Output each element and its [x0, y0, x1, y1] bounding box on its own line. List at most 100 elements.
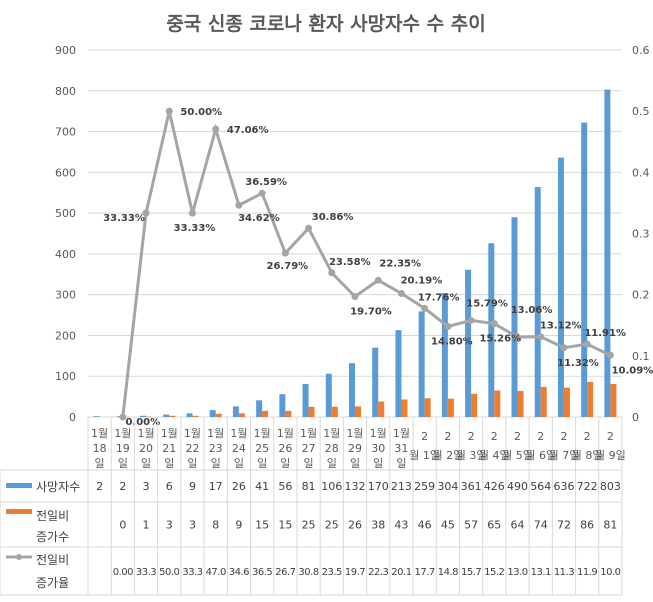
line-point [514, 333, 522, 341]
data-label: 33.33% [103, 213, 145, 224]
category-label: 20 [139, 442, 153, 455]
bar-deaths [186, 413, 193, 417]
data-label: 13.12% [540, 321, 582, 332]
category-label: 일 [350, 456, 360, 470]
category-label: 1월 [91, 427, 108, 440]
data-label: 26.79% [267, 261, 309, 272]
left-axis-tick: 200 [55, 329, 76, 342]
data-label: 47.06% [227, 125, 269, 136]
legend-label: 전일비 [36, 553, 69, 567]
table-cell: 11.9 [577, 567, 597, 578]
category-label: 1월 [346, 427, 363, 440]
bar-deaths [349, 363, 355, 417]
line-point [467, 316, 475, 324]
table-cell: 17 [209, 480, 223, 493]
category-label: 1월 [184, 427, 201, 440]
line-point [444, 322, 452, 330]
bar-daily-increase [331, 406, 338, 417]
category-label: 월 1일 [409, 448, 440, 462]
data-label: 10.09% [612, 365, 653, 376]
table-cell: 564 [530, 480, 551, 493]
category-label: 일 [164, 456, 174, 470]
table-cell: 26 [348, 519, 362, 532]
table-cell: 0 [119, 519, 126, 532]
table-cell: 9 [189, 480, 196, 493]
bar-daily-increase [494, 390, 501, 417]
table-cell: 13.0 [507, 567, 527, 578]
category-label: 24 [232, 442, 246, 455]
bar-deaths [279, 394, 286, 417]
table-cell: 3 [166, 519, 173, 532]
left-axis-tick: 900 [55, 44, 76, 57]
category-label: 일 [211, 456, 221, 470]
table-cell: 47.0 [206, 567, 226, 578]
bar-deaths [534, 187, 541, 417]
category-label: 월 8일 [572, 448, 603, 462]
left-axis-tick: 100 [55, 370, 76, 383]
category-label: 일 [327, 456, 337, 470]
table-cell: 72 [557, 519, 571, 532]
left-axis-tick: 600 [55, 166, 76, 179]
line-point [142, 209, 150, 217]
line-point [258, 189, 266, 197]
table-cell: 636 [553, 480, 574, 493]
data-label: 17.76% [418, 292, 460, 303]
category-label: 30 [371, 442, 385, 455]
category-label: 2 [514, 430, 521, 443]
category-label: 2 [491, 430, 498, 443]
table-cell: 213 [391, 480, 412, 493]
category-label: 월 2일 [432, 448, 463, 462]
category-label: 월 7일 [549, 448, 580, 462]
category-label: 월 3일 [456, 448, 487, 462]
table-cell: 25 [302, 519, 316, 532]
line-point [537, 333, 545, 341]
category-label: 일 [304, 456, 314, 470]
category-label: 1월 [161, 427, 178, 440]
bar-daily-increase [238, 413, 245, 417]
table-cell: 20.1 [391, 567, 411, 578]
bar-daily-increase [563, 387, 570, 417]
data-label: 15.26% [479, 334, 521, 345]
category-label: 2 [584, 430, 591, 443]
left-axis-tick: 0 [69, 411, 76, 424]
right-axis-tick: 0.3 [632, 228, 650, 241]
table-cell: 15.7 [461, 567, 481, 578]
table-cell: 36.5 [252, 567, 272, 578]
legend-label: 사망자수 [36, 480, 80, 494]
table-cell: 11.3 [554, 567, 574, 578]
table-cell: 170 [368, 480, 389, 493]
left-axis-tick: 800 [55, 85, 76, 98]
table-cell: 6 [166, 480, 173, 493]
bar-daily-increase [308, 406, 315, 417]
line-point [421, 304, 429, 312]
data-label: 50.00% [180, 107, 222, 118]
bar-daily-increase [378, 401, 385, 417]
bar-daily-increase [610, 383, 617, 417]
line-point [235, 201, 243, 209]
data-label: 0.00% [125, 417, 160, 428]
bar-daily-increase [355, 406, 361, 417]
category-label: 일 [187, 456, 197, 470]
line-point [119, 413, 127, 421]
table-cell: 57 [464, 519, 478, 532]
bar-daily-increase [262, 410, 269, 417]
table-cell: 22.3 [368, 567, 388, 578]
table-cell: 50.0 [159, 567, 179, 578]
category-label: 월 4일 [479, 448, 510, 462]
left-axis-tick: 300 [55, 289, 76, 302]
bar-deaths [604, 89, 611, 417]
table-cell: 33.3 [182, 567, 202, 578]
data-label: 11.91% [584, 328, 626, 339]
table-cell: 304 [437, 480, 458, 493]
table-cell: 81 [302, 480, 316, 493]
table-cell: 10.0 [600, 567, 620, 578]
category-label: 일 [95, 456, 105, 470]
table-cell: 106 [321, 480, 342, 493]
table-cell: 803 [600, 480, 621, 493]
legend-label: 증가율 [36, 576, 69, 590]
right-axis-tick: 0.2 [632, 289, 650, 302]
category-label: 월 6일 [525, 448, 556, 462]
table-cell: 3 [189, 519, 196, 532]
right-axis-tick: 0.5 [632, 105, 650, 118]
